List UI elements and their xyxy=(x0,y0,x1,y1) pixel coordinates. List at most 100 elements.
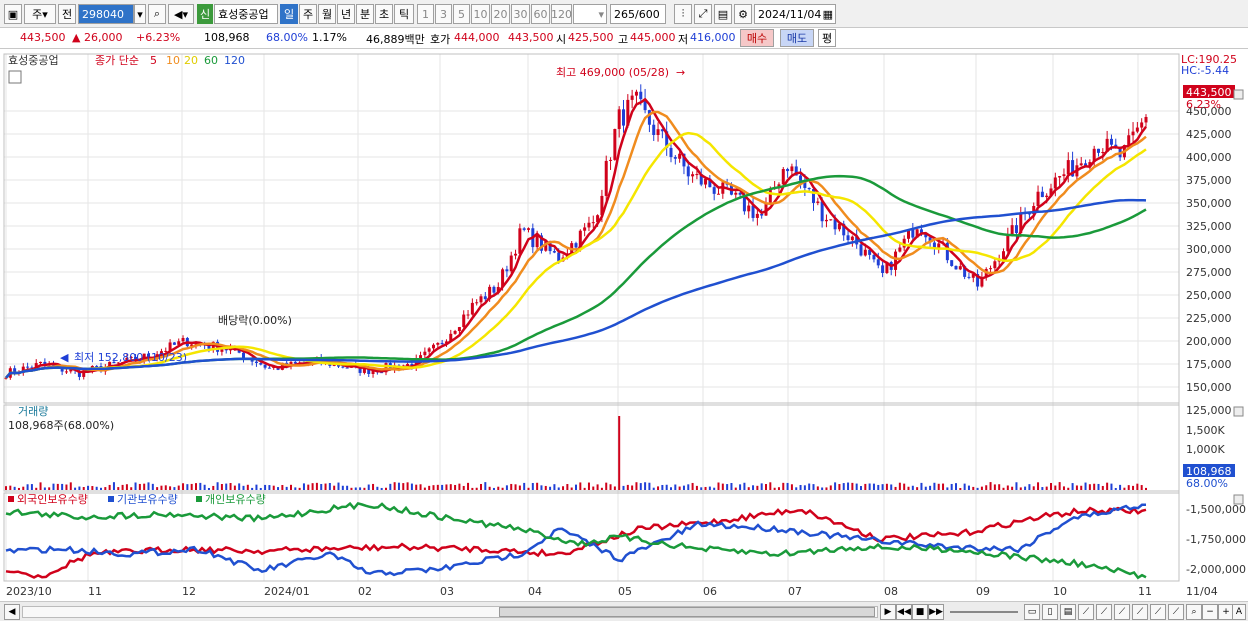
volume-bar xyxy=(432,485,435,490)
scroll-right-button[interactable]: ▶ xyxy=(880,604,896,620)
volume-bar xyxy=(657,486,660,490)
interval-1[interactable]: 1 xyxy=(417,4,434,24)
candle-body xyxy=(989,268,993,270)
volume-bar xyxy=(376,486,379,490)
volume-bar xyxy=(825,487,828,490)
save-icon[interactable]: ▤ xyxy=(714,4,732,24)
candle-body xyxy=(419,355,423,359)
buy-button[interactable]: 매수 xyxy=(740,29,774,47)
zoom-search-icon[interactable]: ⌕ xyxy=(1186,604,1202,620)
scroll-left-button[interactable]: ◀ xyxy=(4,604,20,620)
draw5-icon[interactable]: ⟋ xyxy=(1150,604,1166,620)
volume-panel-close-icon[interactable] xyxy=(1233,406,1244,417)
period-second[interactable]: 초 xyxy=(375,4,393,24)
interval-60[interactable]: 60 xyxy=(531,4,550,24)
interval-120[interactable]: 120 xyxy=(551,4,572,24)
compare-icon[interactable]: ⤢ xyxy=(694,4,712,24)
zoom-out-icon[interactable]: − xyxy=(1202,604,1218,620)
volume-bar xyxy=(717,482,720,490)
count-input[interactable]: 265/600 xyxy=(610,4,666,24)
candle-body xyxy=(116,362,120,364)
panel-menu-icon[interactable] xyxy=(8,70,22,84)
ma-120-label: 120 xyxy=(224,54,245,67)
volume-bar xyxy=(82,487,85,490)
prev-button[interactable]: 전 xyxy=(58,4,76,24)
draw6-icon[interactable]: ⟋ xyxy=(1168,604,1184,620)
zoom-slider[interactable] xyxy=(950,611,1018,613)
date-input[interactable]: 2024/11/04 ▦ xyxy=(754,4,836,24)
candle-body xyxy=(993,261,997,269)
investor-panel-close-icon[interactable] xyxy=(1233,494,1244,505)
ma-10-label: 10 xyxy=(166,54,180,67)
font-size-icon[interactable]: A xyxy=(1232,604,1246,620)
scrollbar-track[interactable] xyxy=(22,606,878,618)
period-month[interactable]: 월 xyxy=(318,4,336,24)
interval-30[interactable]: 30 xyxy=(511,4,530,24)
volume-bar xyxy=(963,483,966,490)
code-dropdown-icon[interactable]: ▾ xyxy=(134,4,146,24)
candle-body xyxy=(293,361,297,364)
volume-bar xyxy=(916,487,919,490)
candle-body xyxy=(704,178,708,185)
low-price: 416,000 xyxy=(690,31,736,44)
forward-button[interactable]: ▶▶ xyxy=(928,604,944,620)
candle-body xyxy=(945,242,949,261)
speaker-icon[interactable]: ◀▾ xyxy=(168,4,194,24)
layout2-icon[interactable]: ▯ xyxy=(1042,604,1058,620)
rewind-button[interactable]: ◀◀ xyxy=(896,604,912,620)
draw1-icon[interactable]: ⟋ xyxy=(1078,604,1094,620)
interval-5[interactable]: 5 xyxy=(453,4,470,24)
candle-body xyxy=(539,235,543,251)
x-axis-label: 07 xyxy=(788,585,802,598)
credit-badge[interactable]: 신 xyxy=(197,4,213,24)
candle-body xyxy=(1040,191,1044,198)
candle-body xyxy=(924,232,928,238)
interval-20[interactable]: 20 xyxy=(491,4,510,24)
volume-bar xyxy=(596,484,599,490)
period-year[interactable]: 년 xyxy=(337,4,355,24)
x-axis-label: 11 xyxy=(88,585,102,598)
candle-body xyxy=(820,201,824,222)
candle-body xyxy=(483,296,487,300)
layout3-icon[interactable]: ▤ xyxy=(1060,604,1076,620)
draw2-icon[interactable]: ⟋ xyxy=(1096,604,1112,620)
price-y-label: 275,000 xyxy=(1186,266,1232,279)
candle-type-icon[interactable]: ⫶ xyxy=(674,4,692,24)
calendar-icon[interactable]: ▦ xyxy=(822,7,833,21)
volume-bar xyxy=(1097,483,1100,490)
volume-bar xyxy=(518,485,521,490)
volume-bar xyxy=(69,482,72,490)
volume-bar xyxy=(156,487,159,490)
sell-button[interactable]: 매도 xyxy=(780,29,814,47)
stop-button[interactable]: ■ xyxy=(912,604,928,620)
draw4-icon[interactable]: ⟋ xyxy=(1132,604,1148,620)
min-arrow-icon: ◀ xyxy=(60,351,69,364)
interval-10[interactable]: 10 xyxy=(471,4,490,24)
volume-bar xyxy=(441,484,444,490)
period-week[interactable]: 주 xyxy=(299,4,317,24)
price-panel-close-icon[interactable] xyxy=(1233,89,1244,100)
volume-bar xyxy=(117,487,120,490)
interval-3[interactable]: 3 xyxy=(435,4,452,24)
period-tick[interactable]: 틱 xyxy=(394,4,414,24)
interval-input[interactable]: ▾ xyxy=(573,4,607,24)
window-icon[interactable]: ▣ xyxy=(4,4,22,24)
eval-button[interactable]: 평 xyxy=(818,29,836,47)
draw3-icon[interactable]: ⟋ xyxy=(1114,604,1130,620)
candle-body xyxy=(669,147,673,158)
market-select[interactable]: 주 ▾ xyxy=(24,4,56,24)
open-label: 시 xyxy=(556,33,567,46)
scrollbar-thumb[interactable] xyxy=(499,607,875,617)
period-day[interactable]: 일 xyxy=(280,4,298,24)
candle-body xyxy=(1027,213,1031,215)
chart-area[interactable]: 효성중공업 종가 단순 5 10 20 60 120 최고 469,000 (0… xyxy=(0,49,1248,601)
gear-icon[interactable]: ⚙ xyxy=(734,4,752,24)
period-minute[interactable]: 분 xyxy=(356,4,374,24)
search-icon[interactable]: ⌕ xyxy=(148,4,166,24)
volume-bar xyxy=(372,483,375,490)
layout1-icon[interactable]: ▭ xyxy=(1024,604,1040,620)
volume-bar xyxy=(1119,484,1122,490)
volume-bar xyxy=(207,487,210,490)
code-input[interactable]: 298040 xyxy=(78,4,134,24)
volume-bar xyxy=(233,485,236,490)
